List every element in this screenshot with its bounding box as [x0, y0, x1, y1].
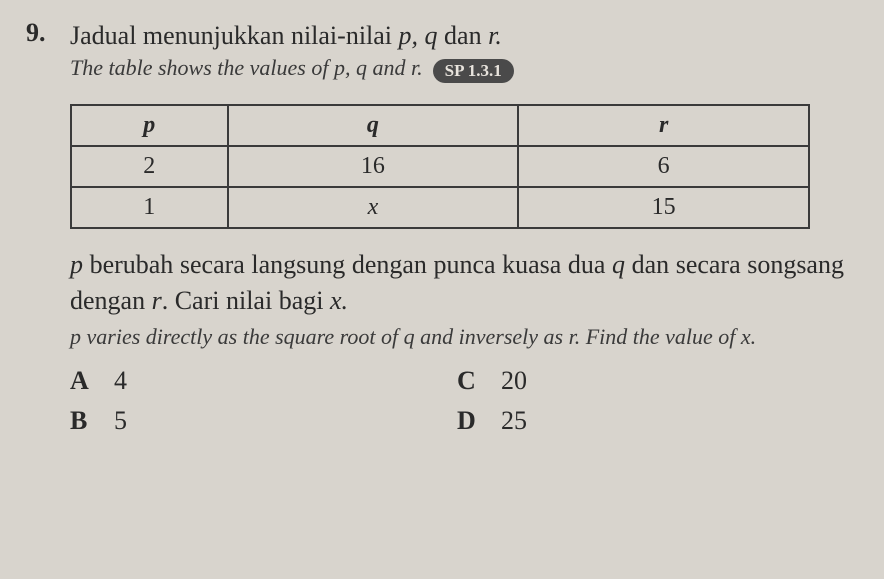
q-text-prefix: Jadual menunjukkan nilai-nilai [70, 21, 399, 50]
question-container: 9. Jadual menunjukkan nilai-nilai p, q d… [70, 18, 844, 436]
q-text-pq: p, q [399, 21, 438, 50]
option-label: B [70, 406, 114, 436]
table-row: 2 16 6 [71, 146, 809, 187]
option-d[interactable]: D 25 [457, 406, 844, 436]
option-value: 4 [114, 366, 127, 396]
desc-x: x. [330, 286, 348, 315]
option-value: 20 [501, 366, 527, 396]
q-text-mid: dan [438, 21, 489, 50]
option-value: 25 [501, 406, 527, 436]
desc-t2: berubah secara langsung dengan punca kua… [83, 250, 612, 279]
option-a[interactable]: A 4 [70, 366, 457, 396]
desc-r: r [152, 286, 162, 315]
table-header-r: r [518, 105, 809, 146]
table-row: 1 x 15 [71, 187, 809, 228]
option-value: 5 [114, 406, 127, 436]
table-header-q: q [228, 105, 519, 146]
table-header-p: p [71, 105, 228, 146]
option-label: D [457, 406, 501, 436]
desc-p: p [70, 250, 83, 279]
sp-badge: SP 1.3.1 [433, 59, 514, 83]
table-cell: 16 [228, 146, 519, 187]
question-line2-wrap: The table shows the values of p, q and r… [70, 53, 844, 84]
data-table: p q r 2 16 6 1 x 15 [70, 104, 810, 229]
q-text-r: r. [488, 21, 502, 50]
table-cell: 15 [518, 187, 809, 228]
question-line2: The table shows the values of p, q and r… [70, 55, 423, 80]
option-label: C [457, 366, 501, 396]
question-number: 9. [26, 18, 46, 48]
option-b[interactable]: B 5 [70, 406, 457, 436]
option-label: A [70, 366, 114, 396]
desc-q: q [612, 250, 625, 279]
options-grid: A 4 C 20 B 5 D 25 [70, 366, 844, 436]
table-cell: 6 [518, 146, 809, 187]
description-english: p varies directly as the square root of … [70, 322, 844, 353]
table-cell: x [228, 187, 519, 228]
description-malay: p berubah secara langsung dengan punca k… [70, 247, 844, 320]
table-header-row: p q r [71, 105, 809, 146]
question-line1: Jadual menunjukkan nilai-nilai p, q dan … [70, 18, 844, 53]
desc-t6: . Cari nilai bagi [162, 286, 330, 315]
table-cell: 2 [71, 146, 228, 187]
table-cell: 1 [71, 187, 228, 228]
option-c[interactable]: C 20 [457, 366, 844, 396]
